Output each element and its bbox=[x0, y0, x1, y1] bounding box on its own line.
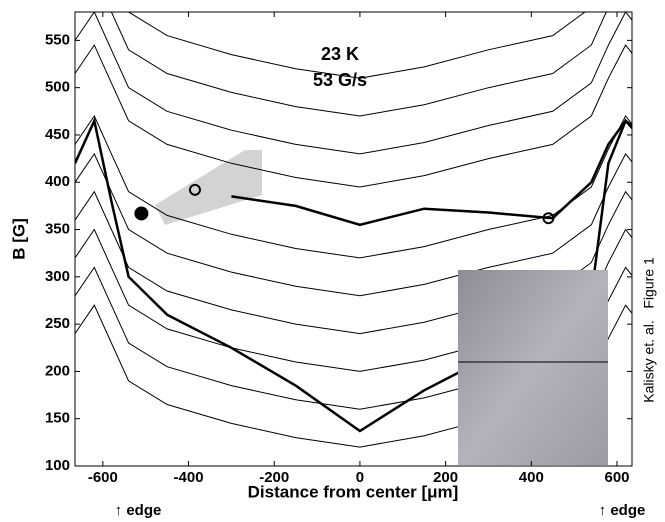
profile-line bbox=[75, 114, 632, 259]
y-tick-label: 400 bbox=[45, 173, 70, 190]
profile-line bbox=[75, 44, 632, 188]
profile-line bbox=[75, 116, 632, 433]
y-tick-label: 500 bbox=[45, 79, 70, 96]
marker bbox=[188, 183, 201, 196]
y-axis-label: B [G] bbox=[9, 218, 28, 260]
edge-label: ↑ edge bbox=[599, 502, 646, 519]
y-tick-label: 100 bbox=[45, 457, 70, 474]
x-tick-label: -600 bbox=[88, 469, 118, 486]
marker bbox=[542, 212, 555, 225]
profile-line bbox=[128, 12, 586, 79]
inset-image bbox=[458, 270, 608, 465]
x-tick-label: -200 bbox=[259, 469, 289, 486]
y-tick-label: 550 bbox=[45, 31, 70, 48]
y-tick-label: 300 bbox=[45, 268, 70, 285]
y-tick-label: 350 bbox=[45, 221, 70, 238]
profile-line bbox=[75, 12, 632, 155]
inset-photo bbox=[458, 270, 608, 465]
x-tick-label: 200 bbox=[433, 469, 458, 486]
profile-line bbox=[231, 119, 632, 227]
marker bbox=[134, 206, 149, 221]
x-tick-label: 600 bbox=[604, 469, 629, 486]
side-note: Kalisky et. al. Figure 1 bbox=[641, 257, 657, 403]
x-tick-label: 400 bbox=[519, 469, 544, 486]
annotation: 53 G/s bbox=[313, 70, 367, 90]
profile-line bbox=[110, 12, 607, 117]
x-axis-label: Distance from center [μm] bbox=[248, 482, 459, 501]
y-tick-label: 150 bbox=[45, 410, 70, 427]
x-tick-label: 0 bbox=[356, 469, 364, 486]
annotation: 23 K bbox=[321, 44, 359, 64]
y-tick-label: 200 bbox=[45, 362, 70, 379]
y-tick-label: 250 bbox=[45, 315, 70, 332]
profile-line bbox=[75, 190, 632, 335]
y-tick-label: 450 bbox=[45, 126, 70, 143]
x-tick-label: -400 bbox=[174, 469, 204, 486]
shaded-band bbox=[155, 150, 262, 225]
edge-label: ↑ edge bbox=[115, 502, 162, 519]
